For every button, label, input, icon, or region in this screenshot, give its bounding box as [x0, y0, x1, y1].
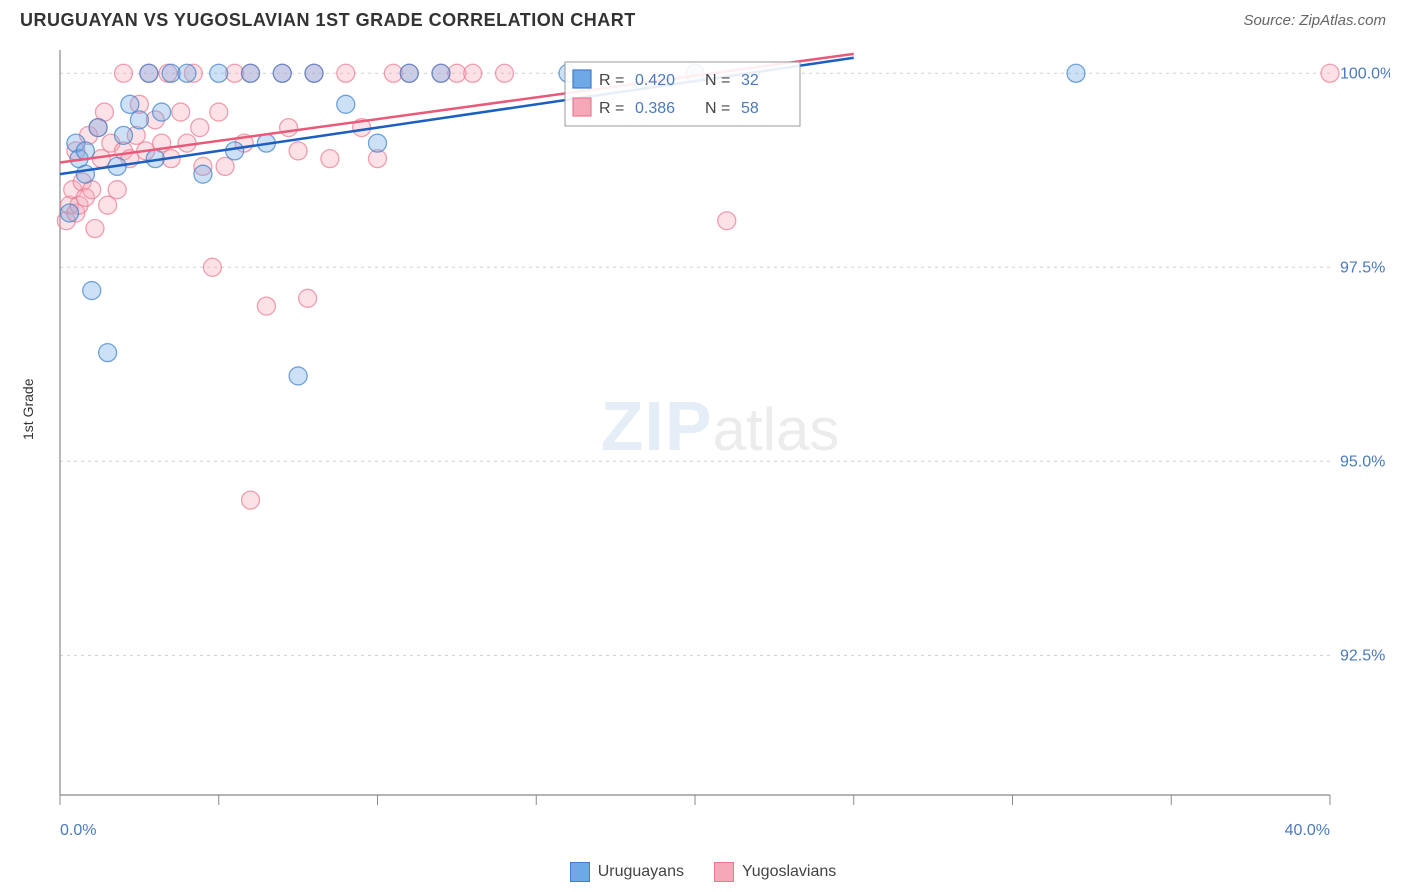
y-axis-label: 1st Grade: [20, 379, 36, 440]
legend: Uruguayans Yugoslavians: [0, 862, 1406, 882]
legend-swatch: [714, 862, 734, 882]
svg-text:0.0%: 0.0%: [60, 822, 96, 839]
svg-text:40.0%: 40.0%: [1285, 822, 1330, 839]
svg-text:92.5%: 92.5%: [1340, 647, 1385, 664]
chart-container: 1st Grade 92.5% 95.0% 97.5% 100.0% ZIPatlas 0…: [20, 40, 1390, 845]
svg-text:32: 32: [741, 72, 759, 89]
svg-text:100.0%: 100.0%: [1340, 65, 1390, 82]
legend-item-uruguayans: Uruguayans: [570, 862, 684, 882]
svg-text:97.5%: 97.5%: [1340, 259, 1385, 276]
scatter-chart: 92.5% 95.0% 97.5% 100.0% ZIPatlas 0.0% 40.0% R …: [20, 40, 1390, 845]
svg-text:ZIPatlas: ZIPatlas: [601, 387, 840, 465]
chart-title: URUGUAYAN VS YUGOSLAVIAN 1ST GRADE CORRE…: [20, 10, 636, 31]
svg-text:0.386: 0.386: [635, 100, 675, 117]
legend-swatch: [570, 862, 590, 882]
legend-label: Yugoslavians: [742, 863, 836, 881]
header: URUGUAYAN VS YUGOSLAVIAN 1ST GRADE CORRE…: [0, 0, 1406, 39]
svg-text:0.420: 0.420: [635, 72, 675, 89]
svg-text:N =: N =: [705, 100, 730, 117]
svg-text:N =: N =: [705, 72, 730, 89]
svg-text:95.0%: 95.0%: [1340, 453, 1385, 470]
svg-text:R =: R =: [599, 72, 624, 89]
source-label: Source: ZipAtlas.com: [1243, 12, 1386, 29]
svg-text:58: 58: [741, 100, 759, 117]
legend-label: Uruguayans: [598, 863, 684, 881]
svg-text:R =: R =: [599, 100, 624, 117]
legend-item-yugoslavians: Yugoslavians: [714, 862, 836, 882]
